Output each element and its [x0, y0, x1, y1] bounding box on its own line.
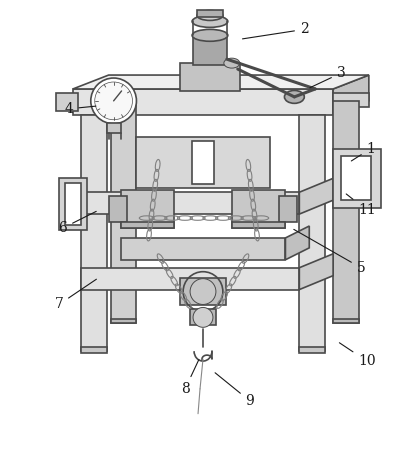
Bar	[180, 63, 239, 91]
Bar	[332, 148, 380, 208]
Bar	[120, 238, 285, 260]
Bar	[231, 190, 285, 228]
Bar	[109, 196, 126, 222]
Ellipse shape	[196, 10, 222, 20]
Bar	[81, 347, 107, 353]
Bar	[107, 123, 120, 133]
Bar	[332, 101, 358, 324]
Polygon shape	[298, 178, 332, 214]
Bar	[332, 93, 368, 107]
Text: 11: 11	[345, 194, 375, 217]
Bar	[340, 157, 370, 200]
Bar	[120, 190, 174, 228]
Circle shape	[91, 78, 136, 124]
Polygon shape	[73, 75, 368, 89]
Bar	[192, 141, 213, 184]
Ellipse shape	[192, 30, 227, 41]
Circle shape	[94, 82, 132, 120]
Bar	[73, 89, 332, 115]
Text: 5: 5	[293, 229, 364, 275]
Bar	[81, 192, 298, 214]
Polygon shape	[298, 254, 332, 289]
Bar	[193, 35, 226, 65]
Text: 4: 4	[64, 102, 96, 116]
Circle shape	[190, 278, 215, 304]
Bar	[120, 222, 174, 228]
Text: 3: 3	[309, 66, 345, 88]
Text: 9: 9	[215, 373, 254, 408]
Text: 10: 10	[339, 343, 375, 368]
Polygon shape	[332, 75, 368, 115]
Bar	[111, 319, 136, 324]
Bar	[231, 222, 285, 228]
Ellipse shape	[284, 91, 304, 103]
Text: 1: 1	[350, 142, 374, 161]
Bar	[111, 101, 136, 324]
Bar	[196, 10, 222, 17]
Ellipse shape	[192, 15, 227, 27]
Bar	[332, 319, 358, 324]
Bar	[136, 136, 269, 188]
Bar	[65, 183, 81, 225]
Bar	[298, 115, 324, 351]
Bar	[279, 196, 296, 222]
Ellipse shape	[223, 58, 239, 68]
Polygon shape	[285, 226, 309, 260]
Circle shape	[193, 308, 212, 327]
Text: 2: 2	[242, 22, 308, 39]
Bar	[81, 115, 107, 351]
Bar	[59, 178, 87, 230]
Text: 6: 6	[58, 212, 96, 235]
Text: 7: 7	[54, 279, 96, 312]
Bar	[56, 93, 78, 111]
Bar	[298, 347, 324, 353]
Text: 8: 8	[180, 359, 198, 396]
Bar	[190, 309, 215, 325]
Bar	[81, 268, 298, 289]
Bar	[180, 278, 225, 305]
